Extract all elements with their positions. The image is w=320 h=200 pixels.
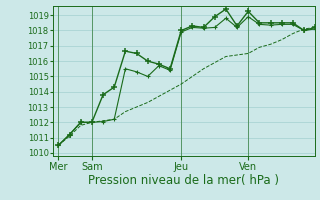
X-axis label: Pression niveau de la mer( hPa ): Pression niveau de la mer( hPa ) [89,174,279,187]
